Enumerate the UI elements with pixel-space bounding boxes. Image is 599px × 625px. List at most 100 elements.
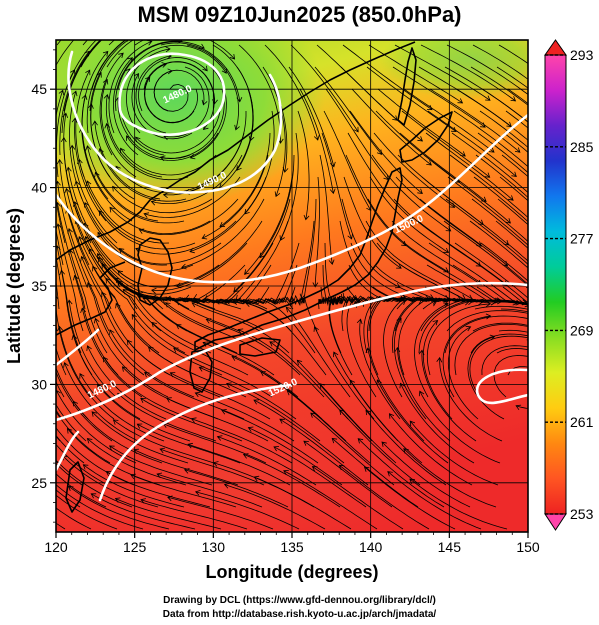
streamline [80, 40, 103, 68]
credit-drawing: Drawing by DCL (https://www.gfd-dennou.o… [163, 595, 436, 606]
streamline [349, 379, 423, 464]
streamline [311, 466, 404, 530]
streamline [57, 325, 115, 420]
streamline [501, 154, 528, 178]
y-tick-label: 30 [31, 376, 47, 392]
streamline [242, 453, 341, 508]
streamline [109, 206, 211, 235]
x-tick-label: 140 [359, 539, 383, 555]
streamline [225, 382, 321, 442]
streamline [342, 44, 433, 111]
streamline [56, 40, 62, 46]
streamline [455, 88, 528, 141]
streamline [290, 44, 359, 133]
streamline [138, 198, 239, 235]
streamline [112, 57, 139, 156]
streamline [126, 46, 171, 134]
streamline [237, 328, 325, 398]
streamline [183, 468, 289, 508]
streamline [89, 40, 129, 112]
colorbar-tick-label: 261 [570, 414, 594, 430]
streamline [40, 244, 55, 353]
streamline [394, 346, 451, 442]
colorbar-tick-label: 269 [570, 322, 594, 338]
streamline [503, 132, 528, 153]
streamline [467, 334, 505, 420]
streamline [232, 298, 316, 354]
streamline [469, 220, 528, 269]
colorbar-tick-label: 253 [570, 506, 594, 522]
streamline [303, 440, 393, 508]
streamline [454, 242, 528, 299]
streamline [391, 220, 482, 286]
streamline [338, 464, 430, 530]
streamline [151, 321, 249, 376]
contour-1520-west [56, 430, 80, 472]
streamline [86, 437, 187, 486]
streamline [414, 302, 449, 398]
streamline [497, 198, 528, 226]
x-tick-label: 125 [123, 539, 147, 555]
streamline [331, 437, 419, 508]
streamline [67, 485, 170, 530]
streamline [474, 305, 528, 310]
streamline [318, 292, 345, 310]
streamline [175, 324, 275, 376]
streamline [144, 371, 245, 420]
streamline [187, 442, 291, 486]
streamline [253, 475, 352, 530]
credits: Drawing by DCL (https://www.gfd-dennou.o… [0, 594, 599, 622]
contour-1520-south [56, 281, 528, 422]
streamline [367, 198, 449, 273]
streamline [56, 245, 82, 354]
streamline [56, 196, 66, 244]
y-tick-label: 35 [31, 278, 47, 294]
streamline [87, 103, 135, 200]
streamline [109, 329, 195, 398]
streamline [138, 57, 208, 112]
y-tick-label: 25 [31, 475, 47, 491]
streamline [507, 366, 528, 411]
streamlines [0, 40, 528, 530]
streamline [61, 40, 105, 134]
streamline [189, 176, 267, 254]
streamline [286, 390, 371, 464]
streamline [219, 132, 271, 228]
streamline [150, 154, 243, 206]
streamline [64, 187, 114, 288]
streamline [63, 361, 139, 442]
contour-1480-south [56, 328, 100, 367]
x-tick-label: 150 [516, 539, 540, 555]
streamline [235, 242, 300, 305]
streamline [82, 464, 185, 508]
streamline [56, 278, 60, 310]
streamline [140, 498, 248, 530]
streamline [471, 198, 528, 246]
streamline [504, 264, 528, 285]
streamline [297, 110, 310, 221]
streamline [427, 110, 517, 178]
streamline [90, 493, 196, 530]
streamline [448, 298, 528, 310]
streamline [473, 176, 528, 223]
streamline [153, 69, 208, 112]
streamline [0, 421, 54, 508]
streamline [312, 176, 320, 288]
streamline [339, 409, 421, 486]
streamline [131, 313, 223, 376]
streamline [272, 296, 318, 332]
streamline [381, 441, 471, 508]
streamline [398, 297, 449, 376]
streamline [136, 423, 241, 464]
streamline [98, 210, 196, 250]
streamline [167, 495, 274, 530]
streamline [56, 89, 65, 199]
streamline [103, 356, 193, 420]
streamline [201, 154, 269, 240]
streamline [454, 323, 528, 376]
streamline [84, 201, 168, 266]
streamline [244, 176, 293, 275]
streamline [496, 66, 528, 89]
streamline [130, 473, 237, 508]
